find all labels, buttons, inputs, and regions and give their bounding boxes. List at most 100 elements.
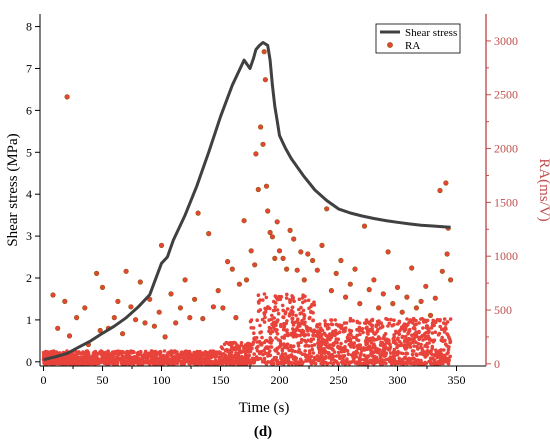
ra-dense-dot bbox=[439, 352, 444, 357]
y-left-tick-label: 6 bbox=[26, 103, 32, 117]
ra-dense-dot bbox=[392, 354, 397, 358]
ra-dense-dot bbox=[358, 357, 363, 362]
ra-point bbox=[241, 218, 247, 224]
ra-dense-dot bbox=[381, 344, 385, 348]
ra-dense-dot bbox=[423, 332, 427, 336]
ra-dense-dot bbox=[357, 321, 362, 325]
ra-dense-dot bbox=[229, 357, 234, 361]
ra-dense-dot bbox=[286, 362, 291, 366]
ra-dense-dot bbox=[74, 356, 78, 361]
ra-dense-dot bbox=[272, 299, 276, 304]
ra-dense-dot bbox=[232, 356, 237, 360]
ra-dense-dot bbox=[425, 345, 430, 349]
ra-dense-dot bbox=[339, 326, 344, 331]
ra-dense-dot bbox=[289, 344, 293, 348]
ra-dense-dot bbox=[303, 349, 308, 353]
y-left-axis-ticks: 0 1 2 3 4 5 6 7 8 bbox=[26, 20, 40, 369]
ra-dense-dot bbox=[439, 327, 444, 332]
ra-dense-dot bbox=[147, 354, 152, 358]
ra-dense-dot bbox=[298, 351, 303, 355]
ra-dense-dot bbox=[436, 333, 441, 337]
ra-dense-dot bbox=[417, 337, 421, 342]
x-axis-ticks: 0 50 100 150 200 250 300 350 bbox=[41, 366, 466, 387]
ra-dense-dot bbox=[346, 333, 351, 337]
ra-point bbox=[443, 180, 449, 186]
ra-dense-dot bbox=[395, 345, 399, 350]
ra-dense-dot bbox=[276, 360, 280, 365]
ra-dense-dot bbox=[129, 355, 134, 360]
ra-point bbox=[376, 305, 382, 311]
ra-dense-dot bbox=[364, 326, 368, 330]
ra-dense-dot bbox=[443, 338, 447, 343]
ra-dense-dot bbox=[430, 352, 434, 357]
ra-dense-dot bbox=[407, 358, 411, 363]
ra-point bbox=[168, 291, 174, 297]
ra-dense-dot bbox=[67, 361, 72, 366]
ra-dense-dot bbox=[279, 356, 283, 361]
ra-dense-dot bbox=[315, 324, 319, 329]
ra-dense-dot bbox=[441, 361, 445, 366]
ra-dense-dot bbox=[151, 361, 155, 365]
ra-point bbox=[260, 141, 266, 147]
ra-dense-dot bbox=[392, 333, 396, 337]
ra-point bbox=[220, 305, 226, 311]
ra-dense-dot bbox=[264, 295, 269, 300]
ra-dense-dot bbox=[222, 357, 226, 362]
ra-dense-dot bbox=[290, 312, 295, 317]
ra-point bbox=[324, 206, 330, 212]
ra-dense-dot bbox=[298, 324, 302, 328]
ra-dense-dot bbox=[361, 362, 366, 366]
ra-dense-dot bbox=[261, 298, 265, 302]
ra-dense-dot bbox=[278, 339, 283, 343]
ra-point bbox=[262, 77, 269, 83]
ra-dense-dot bbox=[290, 348, 294, 352]
ra-dense-dot bbox=[287, 314, 292, 318]
ra-dense-dot bbox=[333, 358, 337, 363]
ra-dense-dot bbox=[384, 316, 388, 321]
ra-dense-dot bbox=[280, 335, 284, 340]
ra-dense-dot bbox=[396, 359, 401, 364]
ra-dense-dot bbox=[364, 342, 368, 347]
ra-dense-dot bbox=[155, 358, 159, 363]
ra-dense-dot bbox=[174, 355, 179, 359]
ra-scatter-series bbox=[41, 49, 454, 366]
ra-dense-dot bbox=[291, 329, 296, 334]
ra-dense-dot bbox=[375, 347, 379, 351]
ra-dense-dot bbox=[438, 324, 443, 329]
ra-dense-dot bbox=[387, 348, 391, 352]
ra-dense-dot bbox=[327, 345, 331, 350]
ra-dense-dot bbox=[414, 322, 418, 327]
ra-dense-dot bbox=[407, 327, 412, 332]
ra-dense-dot bbox=[285, 292, 289, 297]
ra-dense-dot bbox=[412, 362, 417, 366]
shear-stress-series bbox=[43, 41, 451, 362]
ra-dense-dot bbox=[259, 349, 264, 354]
ra-dense-dot bbox=[303, 344, 308, 348]
ra-dense-dot bbox=[397, 321, 401, 325]
ra-dense-dot bbox=[209, 359, 213, 364]
ra-dense-dot bbox=[343, 345, 347, 349]
ra-dense-dot bbox=[140, 361, 145, 366]
ra-dense-dot bbox=[280, 347, 285, 352]
ra-dense-dot bbox=[331, 347, 335, 352]
ra-dense-dot bbox=[421, 352, 425, 357]
ra-dense-dot bbox=[276, 311, 281, 316]
ra-dense-dot bbox=[271, 308, 276, 313]
ra-dense-dot bbox=[153, 351, 158, 356]
ra-point bbox=[252, 262, 258, 268]
ra-dense-dot bbox=[230, 342, 235, 346]
ra-dense-dot bbox=[113, 361, 118, 366]
ra-dense-dot bbox=[47, 361, 52, 365]
ra-dense-dot bbox=[362, 353, 367, 358]
x-tick-label: 100 bbox=[153, 373, 171, 387]
ra-dense-dot bbox=[304, 354, 308, 359]
ra-point bbox=[182, 277, 188, 283]
ra-dense-dot bbox=[252, 331, 256, 336]
ra-dense-dot bbox=[279, 324, 283, 329]
ra-dense-dot bbox=[323, 356, 328, 361]
ra-point bbox=[366, 287, 372, 293]
ra-dense-dot bbox=[116, 349, 120, 354]
ra-dense-dot bbox=[216, 361, 221, 366]
ra-dense-dot bbox=[235, 361, 240, 366]
ra-point bbox=[267, 229, 273, 236]
